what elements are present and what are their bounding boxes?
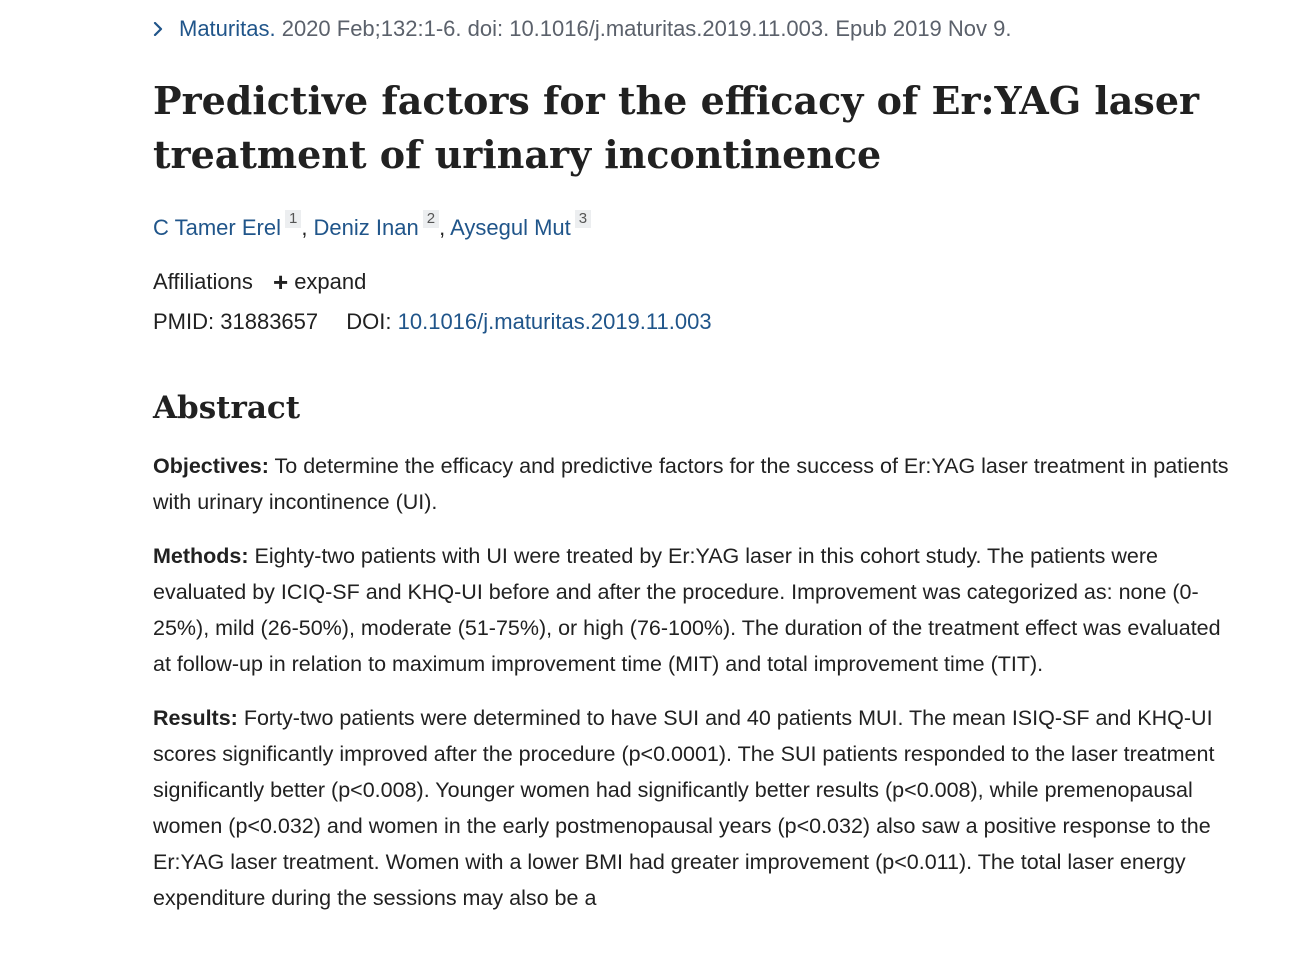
affiliations-label: Affiliations xyxy=(153,269,253,294)
abstract-heading: Abstract xyxy=(153,390,301,426)
plus-icon: + xyxy=(273,267,289,297)
doi-label: DOI: xyxy=(346,309,392,334)
pmid-value: 31883657 xyxy=(220,309,319,334)
section-text: Eighty-two patients with UI were treated… xyxy=(153,544,1221,676)
affiliation-number[interactable]: 2 xyxy=(422,210,440,228)
section-text: Forty-two patients were determined to ha… xyxy=(153,706,1215,910)
affiliation-number[interactable]: 1 xyxy=(284,210,302,228)
pmid-label: PMID: xyxy=(153,309,215,334)
doi-link[interactable]: 10.1016/j.maturitas.2019.11.003 xyxy=(397,309,712,334)
author-link[interactable]: C Tamer Erel xyxy=(153,215,281,240)
journal-link[interactable]: Maturitas. xyxy=(179,16,276,41)
expand-label: expand xyxy=(294,269,367,294)
affiliations-row: Affiliations + expand xyxy=(153,266,366,298)
chevron-right-icon[interactable] xyxy=(151,22,165,36)
citation-line: Maturitas. 2020 Feb;132:1-6. doi: 10.101… xyxy=(153,14,1012,44)
abstract-objectives: Objectives: To determine the efficacy an… xyxy=(153,448,1243,520)
identifiers-row: PMID: 31883657 DOI: 10.1016/j.maturitas.… xyxy=(153,306,712,338)
affiliation-number[interactable]: 3 xyxy=(574,210,592,228)
author-link[interactable]: Aysegul Mut xyxy=(450,215,571,240)
article-title: Predictive factors for the efficacy of E… xyxy=(153,78,1200,177)
expand-button[interactable]: + expand xyxy=(273,267,367,297)
section-label: Results: xyxy=(153,706,238,730)
abstract-body: Objectives: To determine the efficacy an… xyxy=(153,448,1243,934)
abstract-results: Results: Forty-two patients were determi… xyxy=(153,700,1243,916)
section-label: Methods: xyxy=(153,544,249,568)
citation-details: 2020 Feb;132:1-6. doi: 10.1016/j.maturit… xyxy=(275,16,1012,41)
abstract-methods: Methods: Eighty-two patients with UI wer… xyxy=(153,538,1243,682)
section-label: Objectives: xyxy=(153,454,269,478)
author-link[interactable]: Deniz Inan xyxy=(313,215,419,240)
section-text: To determine the efficacy and predictive… xyxy=(153,454,1229,514)
authors-list: C Tamer Erel 1, Deniz Inan 2, Aysegul Mut 3 xyxy=(153,210,592,245)
